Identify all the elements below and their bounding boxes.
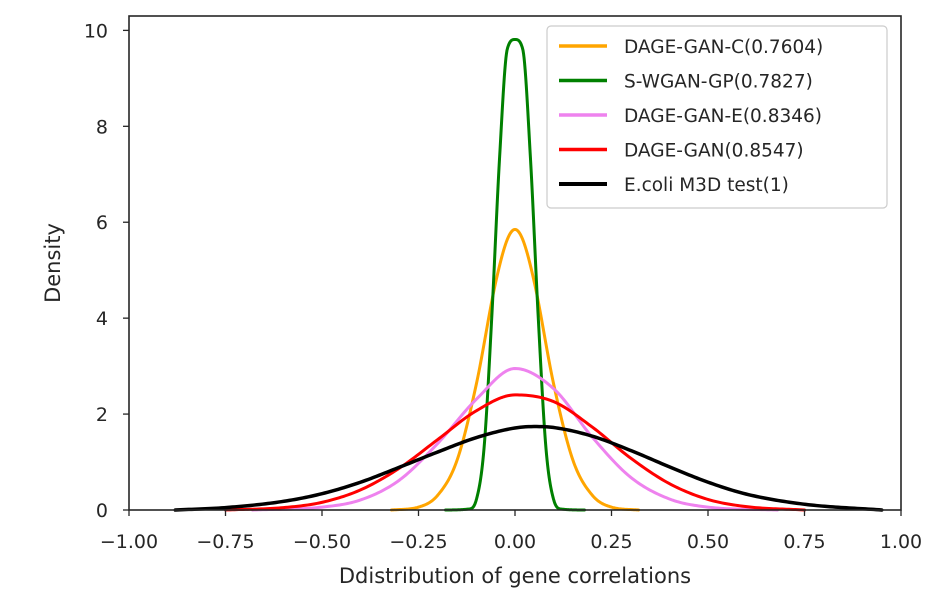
x-tick-label: 0.25 xyxy=(590,531,632,553)
x-ticks: −1.00 −0.75 −0.50 −0.25 0.00 0.25 0.50 0.75 1.00 xyxy=(100,510,922,553)
y-tick-label: 4 xyxy=(96,308,108,330)
series-line-1 xyxy=(389,227,641,512)
y-tick-label: 8 xyxy=(96,116,108,138)
series-line-3 xyxy=(251,367,779,512)
series-line-2 xyxy=(444,38,586,512)
x-axis-label: Ddistribution of gene correlations xyxy=(339,564,691,588)
x-tick-label: 0.75 xyxy=(783,531,825,553)
y-tick-label: 6 xyxy=(96,212,108,234)
series-layer xyxy=(173,38,884,512)
x-tick-label: 0.50 xyxy=(687,531,729,553)
x-tick-label: −1.00 xyxy=(100,531,158,553)
legend-label: DAGE-GAN-E(0.8346) xyxy=(624,106,822,127)
legend-frame xyxy=(546,25,888,209)
x-tick-label: −0.25 xyxy=(389,531,447,553)
x-tick-label: −0.75 xyxy=(196,531,254,553)
y-tick-label: 10 xyxy=(84,20,108,42)
legend-label: S-WGAN-GP(0.7827) xyxy=(624,72,813,93)
legend-label: E.coli M3D test(1) xyxy=(624,175,789,196)
legend-label: DAGE-GAN-C(0.7604) xyxy=(624,37,823,58)
x-tick-label: 0.00 xyxy=(494,531,536,553)
series-line-4 xyxy=(224,393,806,512)
legend-label: DAGE-GAN(0.8547) xyxy=(624,141,804,162)
x-tick-label: 1.00 xyxy=(880,531,922,553)
series-line-5 xyxy=(173,424,884,512)
y-axis-label: Density xyxy=(41,223,65,303)
y-tick-label: 2 xyxy=(96,404,108,426)
x-tick-label: −0.50 xyxy=(293,531,351,553)
legend: DAGE-GAN-C(0.7604) S-WGAN-GP(0.7827) DAGE-… xyxy=(546,25,888,209)
y-tick-label: 0 xyxy=(96,500,108,522)
y-ticks: 0 2 4 6 8 10 xyxy=(84,20,129,522)
